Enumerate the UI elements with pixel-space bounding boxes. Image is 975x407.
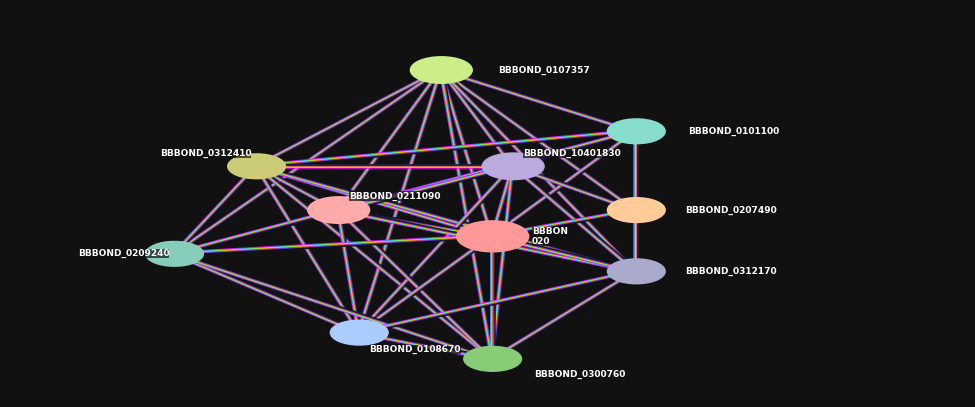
Text: BBBOND_0300760: BBBOND_0300760 (533, 370, 625, 379)
Circle shape (331, 320, 388, 345)
Circle shape (607, 119, 665, 144)
Circle shape (410, 57, 472, 83)
Text: BBBON
020: BBBON 020 (531, 227, 567, 246)
Text: BBBOND_0108670: BBBOND_0108670 (370, 345, 461, 354)
Circle shape (483, 153, 544, 179)
Circle shape (145, 242, 203, 266)
Text: BBBOND_0312410: BBBOND_0312410 (160, 149, 252, 158)
Circle shape (464, 347, 522, 371)
Circle shape (308, 197, 370, 223)
Circle shape (607, 198, 665, 222)
Circle shape (607, 259, 665, 284)
Circle shape (456, 221, 528, 252)
Text: BBBOND_10401830: BBBOND_10401830 (524, 149, 621, 158)
Circle shape (228, 154, 286, 179)
Text: BBBOND_0209240: BBBOND_0209240 (78, 249, 170, 258)
Text: BBBOND_0107357: BBBOND_0107357 (498, 66, 590, 74)
Text: BBBOND_0312170: BBBOND_0312170 (685, 267, 777, 276)
Text: BBBOND_0211090: BBBOND_0211090 (349, 191, 441, 201)
Text: BBBOND_0101100: BBBOND_0101100 (687, 127, 779, 136)
Text: BBBOND_0207490: BBBOND_0207490 (685, 206, 777, 214)
